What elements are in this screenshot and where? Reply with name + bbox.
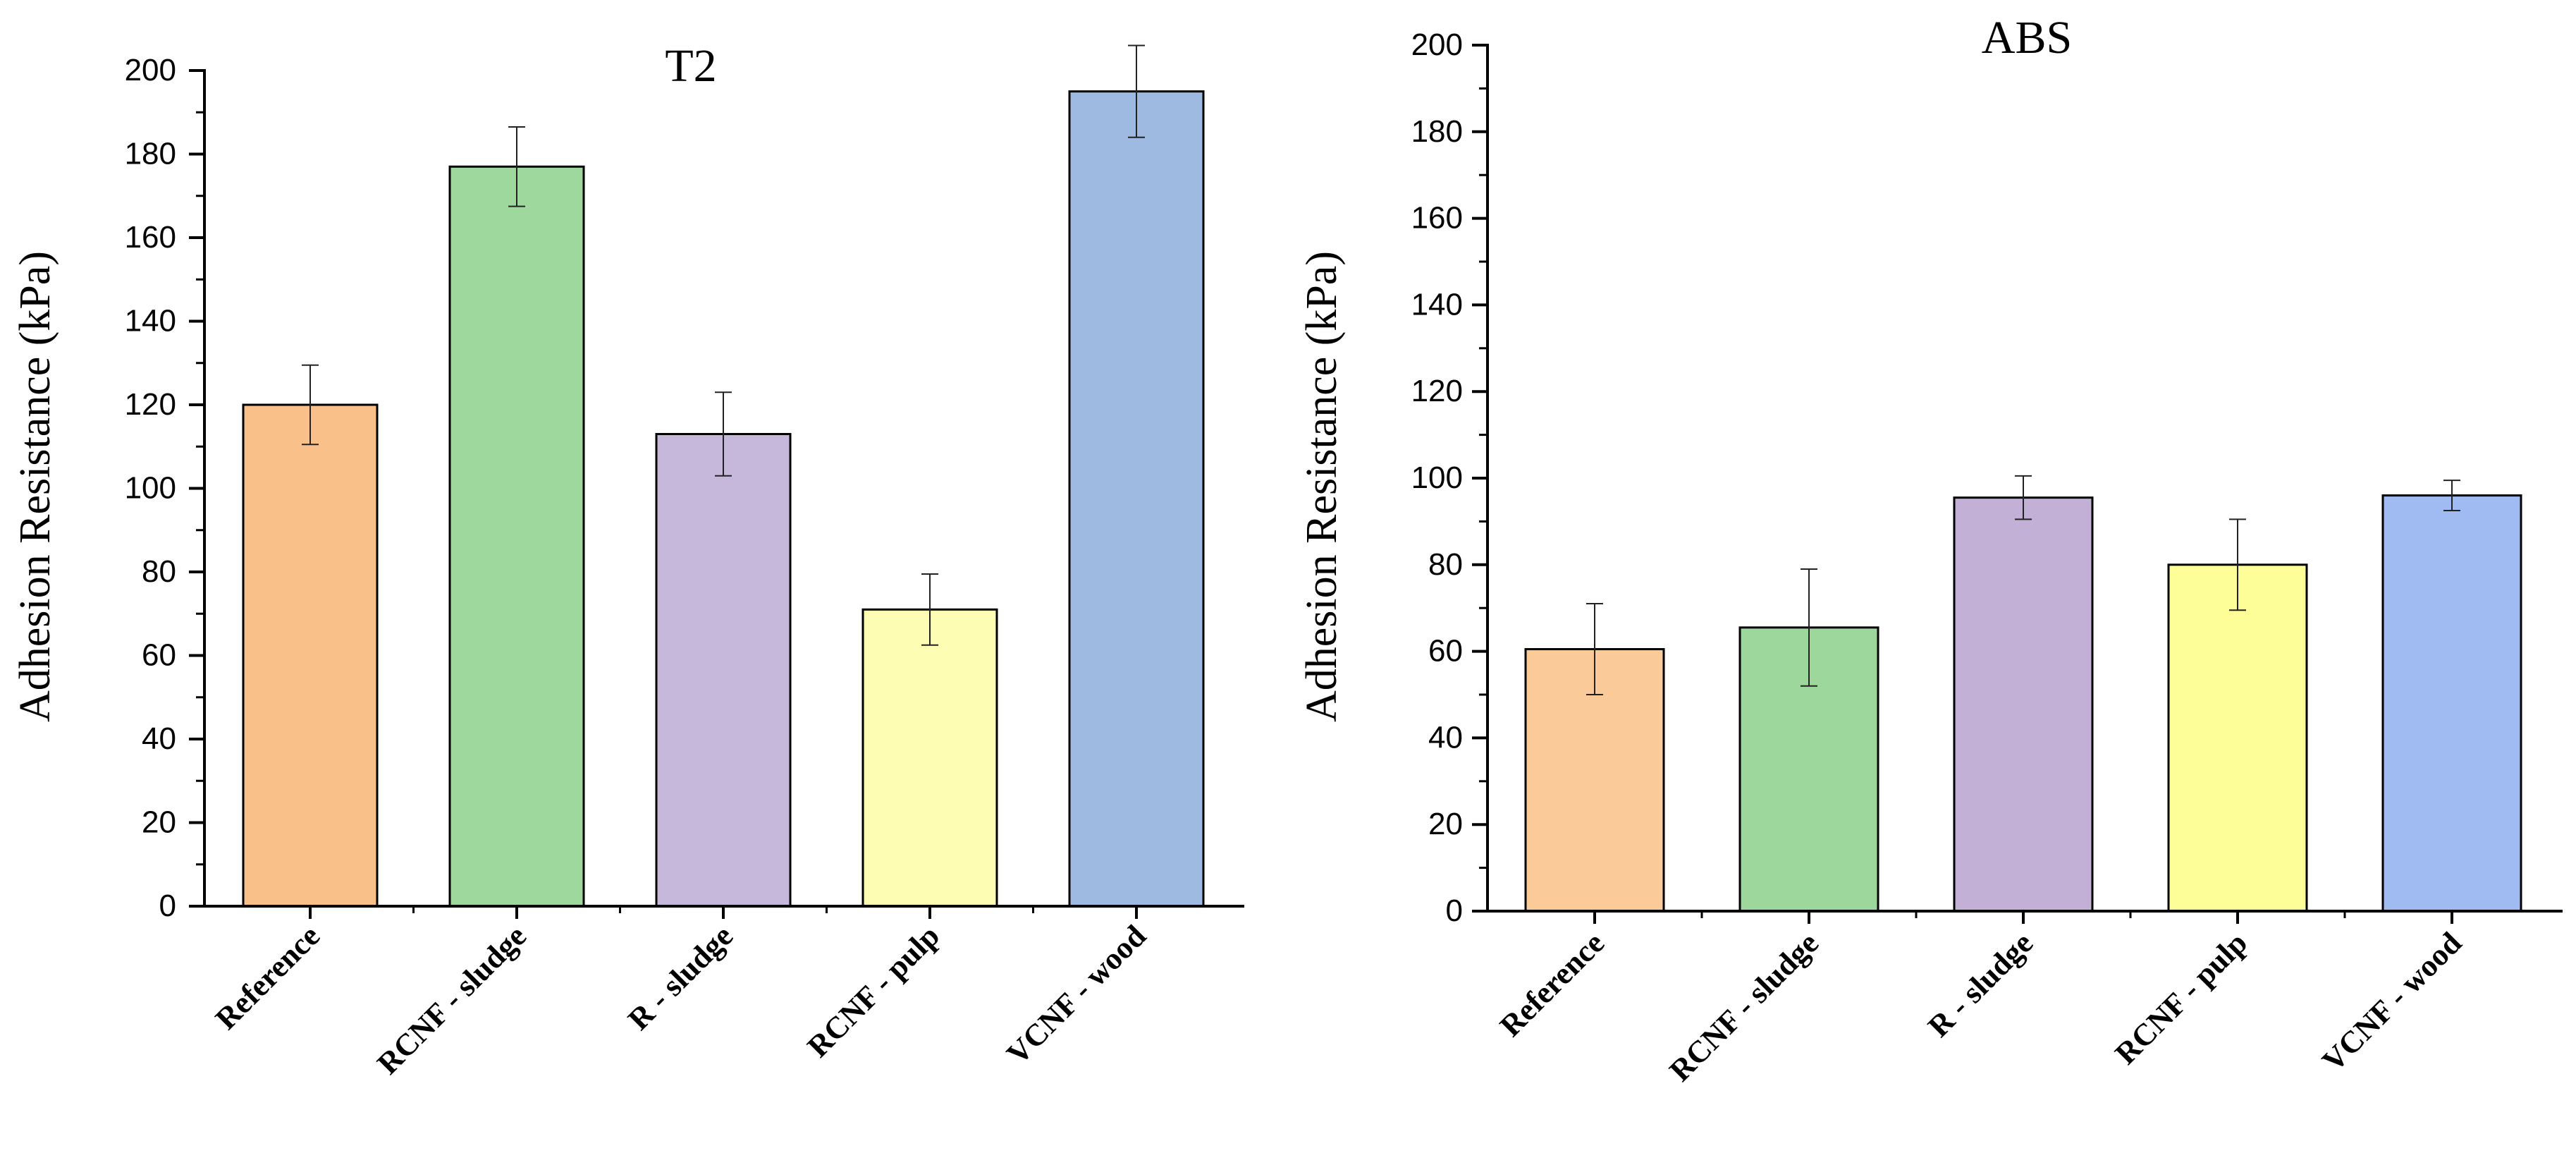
- chart-abs-y-tick-label: 160: [1411, 201, 1463, 236]
- chart-t2-y-tick-label: 200: [125, 53, 176, 87]
- chart-t2-error-bars: [302, 44, 1145, 646]
- chart-abs-y-tick-label: 120: [1411, 374, 1463, 408]
- chart-t2-y-tick-label: 40: [142, 721, 176, 756]
- chart-t2-bars: [242, 90, 1205, 908]
- chart-abs-y-tick-label: 100: [1411, 460, 1463, 495]
- chart-t2-bar-2: [448, 165, 585, 908]
- chart-abs-bar-3: [1953, 496, 2094, 913]
- chart-t2-y-tick-label: 100: [125, 471, 176, 506]
- chart-t2-bar-1: [242, 403, 379, 908]
- chart-abs-y-tick-label: 0: [1446, 893, 1463, 928]
- chart-abs-y-tick-label: 80: [1428, 547, 1463, 582]
- chart-abs-y-tick-label: 20: [1428, 807, 1463, 841]
- chart-abs-y-tick-label: 200: [1411, 28, 1463, 62]
- chart-t2-y-tick-label: 80: [142, 554, 176, 589]
- chart-t2-y-tick-label: 180: [125, 137, 176, 171]
- chart-t2-y-tick-label: 20: [142, 805, 176, 840]
- chart-abs-y-tick-label: 140: [1411, 287, 1463, 322]
- chart-abs-y-tick-label: 60: [1428, 634, 1463, 669]
- chart-t2-y-tick-label: 120: [125, 387, 176, 422]
- chart-t2-bar-4: [861, 608, 998, 908]
- chart-abs-y-tick-label: 40: [1428, 720, 1463, 755]
- chart-t2-y-tick-label: 140: [125, 304, 176, 338]
- chart-abs-bar-5: [2381, 494, 2522, 913]
- chart-t2-bar-3: [655, 432, 792, 908]
- chart-abs-ticks: 0 20 40 60 80 100 120 140 160 180 200: [1411, 28, 1488, 928]
- chart-t2-y-axis-label: Adhesion Resistance (kPa): [11, 251, 59, 722]
- chart-t2-y-tick-label: 0: [159, 889, 176, 923]
- chart-t2-y-tick-label: 60: [142, 638, 176, 673]
- chart-t2-y-tick-label: 160: [125, 220, 176, 255]
- chart-t2-bar-5: [1068, 90, 1205, 908]
- chart-t2-ticks: 0 20 40 60 80 100 120 140 160 180 200: [125, 53, 204, 923]
- chart-abs-title: ABS: [1982, 12, 2072, 63]
- chart-t2-title: T2: [665, 40, 716, 92]
- chart-abs-bars: [1524, 494, 2522, 913]
- chart-abs-y-tick-label: 180: [1411, 114, 1463, 149]
- chart-abs-bar-4: [2167, 563, 2308, 913]
- chart-abs-error-bars: [1586, 475, 2460, 695]
- chart-abs-y-axis-label: Adhesion Resistance (kPa): [1298, 251, 1346, 722]
